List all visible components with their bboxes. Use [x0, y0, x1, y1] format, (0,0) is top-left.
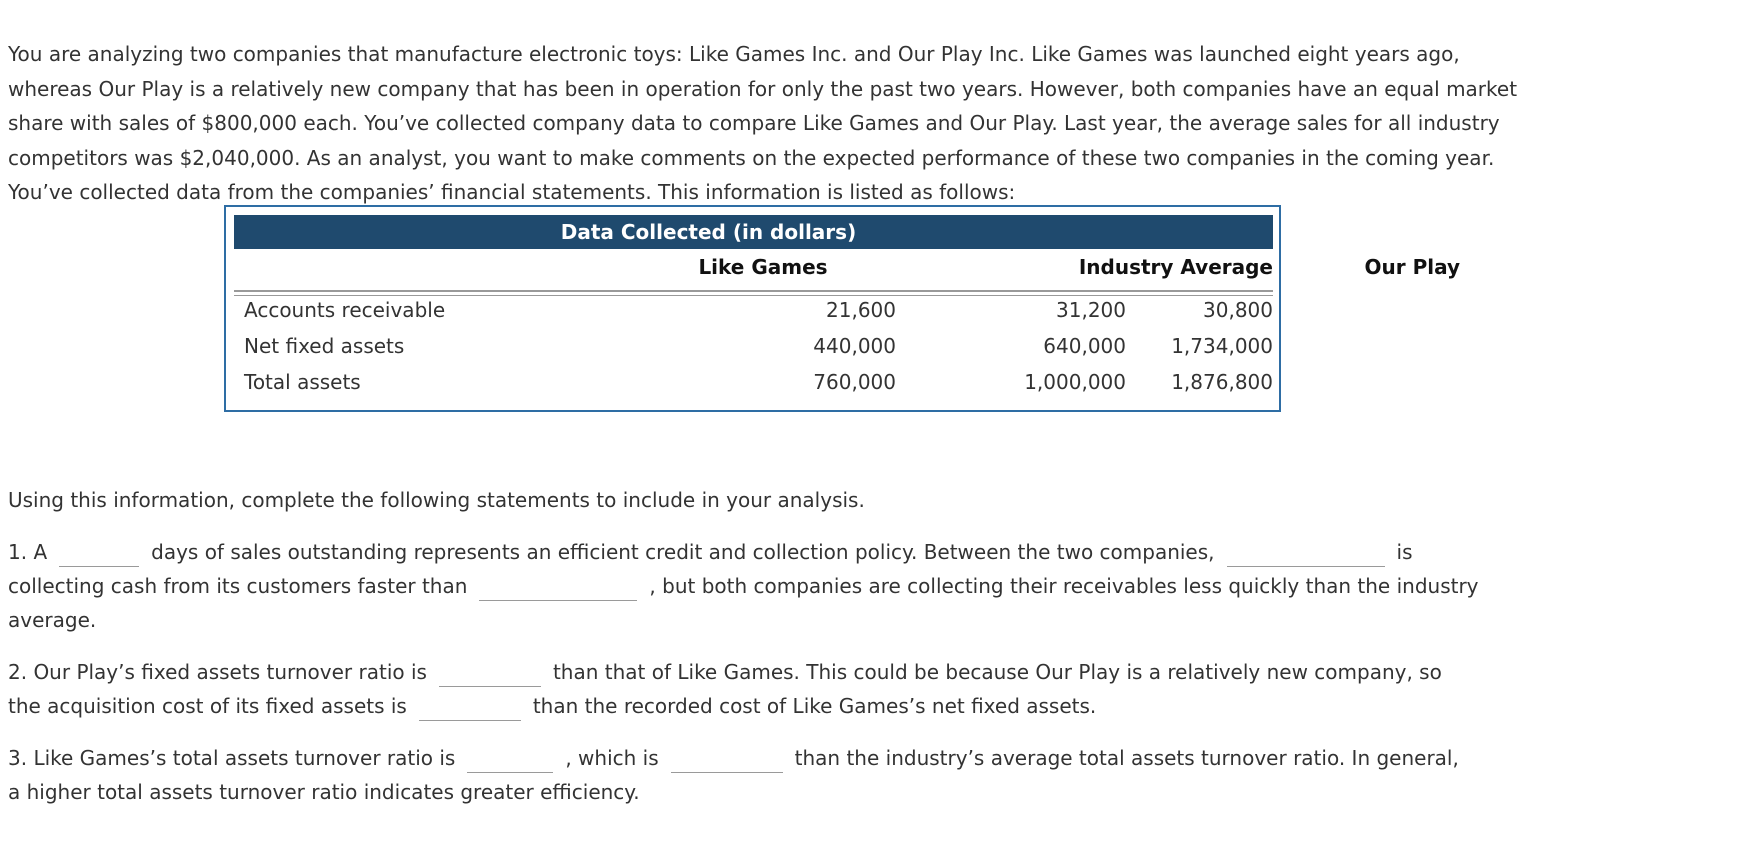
table-row-net-fixed-assets: Net fixed assets 440,000 640,000 1,734,0…	[226, 328, 1279, 364]
intro-paragraph: You are analyzing two companies that man…	[8, 42, 1518, 204]
q2-text-d: than the recorded cost of Like Games’s n…	[532, 694, 1097, 718]
q2-blank-cost-comparison[interactable]	[418, 698, 521, 721]
data-table: Data Collected (in dollars) Like Games O…	[224, 205, 1460, 412]
table-title-text: Data Collected (in dollars)	[560, 220, 857, 244]
column-header-industry-average: Industry Average	[1078, 255, 1273, 279]
cell-industry-average: 1,734,000	[1171, 334, 1273, 358]
table-row-total-assets: Total assets 760,000 1,000,000 1,876,800	[226, 364, 1279, 400]
table-row-accounts-receivable: Accounts receivable 21,600 31,200 30,800	[226, 292, 1279, 328]
cell-industry-average: 1,876,800	[1171, 370, 1273, 394]
table-title: Data Collected (in dollars)	[234, 215, 1273, 249]
q1-text-b: days of sales outstanding represents an …	[151, 540, 1215, 564]
column-header-like-games: Like Games	[698, 255, 828, 279]
q2-text-c: the acquisition cost of its fixed assets…	[8, 694, 407, 718]
question-1-line-3: average.	[8, 608, 97, 632]
q1-blank-company[interactable]	[1226, 544, 1385, 567]
question-2-line-2: the acquisition cost of its fixed assets…	[8, 689, 1096, 724]
q3-blank-ratio-value[interactable]	[467, 750, 554, 773]
q2-text-a: 2. Our Play’s fixed assets turnover rati…	[8, 660, 427, 684]
row-label: Total assets	[244, 370, 361, 394]
cell-our-play: 640,000	[1043, 334, 1126, 358]
question-3-line-1: 3. Like Games’s total assets turnover ra…	[8, 741, 1459, 776]
question-3-line-2: a higher total assets turnover ratio ind…	[8, 780, 640, 804]
cell-like-games: 440,000	[813, 334, 896, 358]
row-label: Accounts receivable	[244, 298, 446, 322]
q3-text-b: , which is	[565, 746, 659, 770]
q1-blank-other-company[interactable]	[479, 578, 638, 601]
column-header-our-play-text: Our Play	[1364, 255, 1461, 279]
q3-blank-comparison[interactable]	[670, 750, 783, 773]
header-rule	[234, 290, 1273, 292]
question-1-line-2: collecting cash from its customers faste…	[8, 569, 1479, 604]
question-2-line-1: 2. Our Play’s fixed assets turnover rati…	[8, 655, 1442, 690]
cell-our-play: 1,000,000	[1024, 370, 1126, 394]
q1-text-e: , but both companies are collecting thei…	[649, 574, 1479, 598]
q3-text-a: 3. Like Games’s total assets turnover ra…	[8, 746, 456, 770]
q1-text-c: is	[1396, 540, 1413, 564]
page: You are analyzing two companies that man…	[8, 37, 1538, 210]
q1-blank-dso[interactable]	[59, 544, 140, 567]
instructions: Using this information, complete the fol…	[8, 488, 865, 512]
question-1-line-1: 1. A days of sales outstanding represents…	[8, 535, 1413, 570]
q1-text-a: 1. A	[8, 540, 48, 564]
cell-industry-average: 30,800	[1203, 298, 1273, 322]
q2-text-b: than that of Like Games. This could be b…	[552, 660, 1442, 684]
cell-like-games: 21,600	[826, 298, 896, 322]
cell-like-games: 760,000	[813, 370, 896, 394]
row-label: Net fixed assets	[244, 334, 405, 358]
cell-our-play: 31,200	[1056, 298, 1126, 322]
q2-blank-ratio-comparison[interactable]	[438, 664, 541, 687]
q3-text-c: than the industry’s average total assets…	[794, 746, 1459, 770]
header-rule-thin	[234, 295, 1273, 296]
q1-text-d: collecting cash from its customers faste…	[8, 574, 468, 598]
